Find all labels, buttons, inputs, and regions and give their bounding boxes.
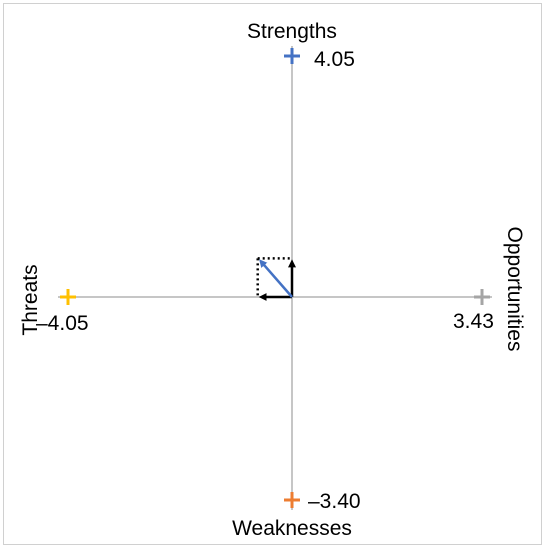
resultant-vector xyxy=(259,259,293,298)
opportunities-value-label: 3.43 xyxy=(453,310,494,333)
opportunities-point xyxy=(474,289,490,305)
opportunities-axis-label: Opportunities xyxy=(503,227,526,352)
threats-axis-label: Threats xyxy=(19,264,42,335)
threats-point xyxy=(60,289,76,305)
weaknesses-axis-label: Weaknesses xyxy=(232,517,352,540)
weaknesses-point xyxy=(284,492,300,508)
strengths-value-label: 4.05 xyxy=(314,48,355,71)
threats-value-label: –4.05 xyxy=(36,312,89,335)
strengths-axis-label: Strengths xyxy=(247,20,337,43)
weaknesses-value-label: –3.40 xyxy=(308,490,361,513)
chart-frame xyxy=(3,3,542,545)
strengths-point xyxy=(284,48,300,64)
